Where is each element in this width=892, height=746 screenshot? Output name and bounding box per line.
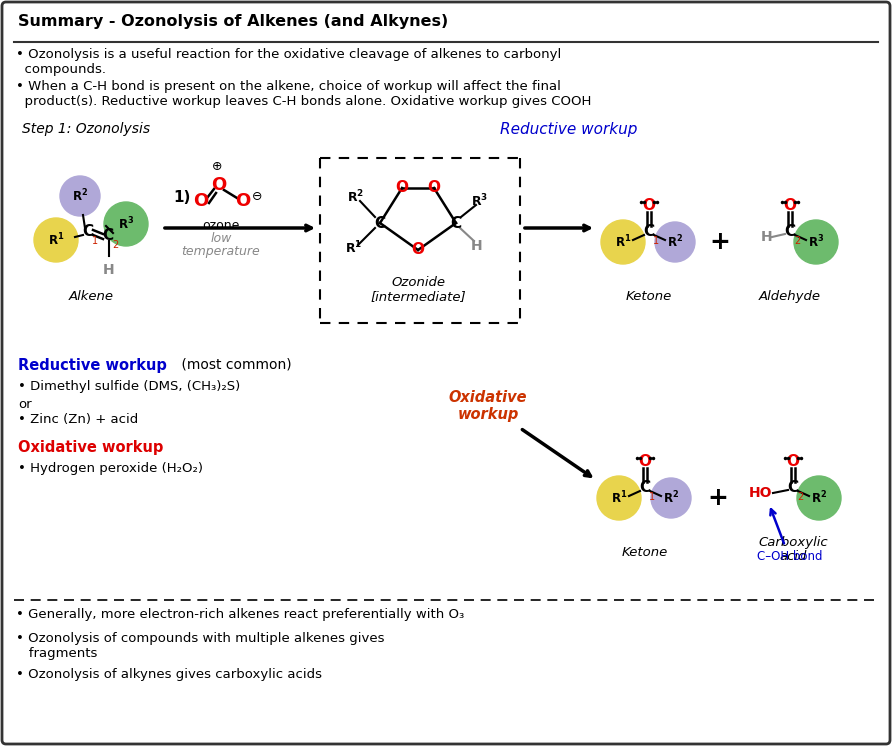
- Text: $\mathbf{R^1}$: $\mathbf{R^1}$: [611, 489, 627, 507]
- Text: • Ozonolysis of alkynes gives carboxylic acids: • Ozonolysis of alkynes gives carboxylic…: [16, 668, 322, 681]
- Text: $\mathbf{R^2}$: $\mathbf{R^2}$: [663, 489, 679, 507]
- Text: Carboxylic: Carboxylic: [758, 536, 828, 549]
- Text: [intermediate]: [intermediate]: [370, 290, 466, 303]
- Text: • Dimethyl sulfide (DMS, (CH₃)₂S): • Dimethyl sulfide (DMS, (CH₃)₂S): [18, 380, 240, 393]
- Text: C: C: [788, 480, 798, 495]
- Text: H: H: [103, 263, 115, 277]
- Text: C: C: [103, 228, 113, 243]
- Text: • Ozonolysis is a useful reaction for the oxidative cleavage of alkenes to carbo: • Ozonolysis is a useful reaction for th…: [16, 48, 561, 76]
- Text: • Ozonolysis of compounds with multiple alkenes gives
   fragments: • Ozonolysis of compounds with multiple …: [16, 632, 384, 660]
- Circle shape: [60, 176, 100, 216]
- Text: $\mathbf{R^2}$: $\mathbf{R^2}$: [348, 189, 365, 205]
- Text: $\mathbf{R^1}$: $\mathbf{R^1}$: [345, 239, 363, 257]
- Text: O: O: [783, 198, 797, 213]
- Circle shape: [34, 218, 78, 262]
- Text: Ketone: Ketone: [626, 290, 673, 303]
- Text: O: O: [395, 181, 409, 195]
- Text: O: O: [427, 181, 441, 195]
- Text: acid: acid: [780, 550, 806, 563]
- Text: HO: HO: [749, 486, 772, 500]
- Text: $\mathbf{R^2}$: $\mathbf{R^2}$: [667, 233, 683, 251]
- Text: Ketone: Ketone: [622, 546, 668, 559]
- Text: Summary - Ozonolysis of Alkenes (and Alkynes): Summary - Ozonolysis of Alkenes (and Alk…: [18, 14, 449, 29]
- Text: ⊕: ⊕: [211, 160, 222, 174]
- Text: 1: 1: [92, 236, 98, 246]
- Text: C: C: [375, 216, 385, 231]
- Text: O: O: [787, 454, 799, 469]
- Text: • When a C-H bond is present on the alkene, choice of workup will affect the fin: • When a C-H bond is present on the alke…: [16, 80, 591, 108]
- Text: 2: 2: [794, 236, 800, 246]
- Text: 1: 1: [653, 236, 659, 246]
- Text: O: O: [642, 198, 656, 213]
- Circle shape: [655, 222, 695, 262]
- Text: O: O: [194, 192, 209, 210]
- Text: +: +: [709, 230, 731, 254]
- Text: $\mathbf{R^3}$: $\mathbf{R^3}$: [808, 233, 824, 251]
- Text: C: C: [640, 480, 650, 495]
- Text: Alkene: Alkene: [69, 290, 113, 303]
- Text: $\mathbf{R^2}$: $\mathbf{R^2}$: [72, 188, 88, 204]
- Text: ⊖: ⊖: [252, 190, 262, 204]
- Text: ozone: ozone: [202, 219, 240, 232]
- Text: 2: 2: [797, 492, 803, 502]
- Circle shape: [597, 476, 641, 520]
- Text: $\mathbf{R^3}$: $\mathbf{R^3}$: [472, 192, 489, 210]
- Circle shape: [794, 220, 838, 264]
- Text: temperature: temperature: [182, 245, 260, 258]
- Text: $\mathbf{R^1}$: $\mathbf{R^1}$: [48, 232, 64, 248]
- Text: Oxidative
workup: Oxidative workup: [449, 390, 527, 422]
- Text: low: low: [211, 232, 232, 245]
- Text: O: O: [639, 454, 651, 469]
- Text: • Zinc (Zn) + acid: • Zinc (Zn) + acid: [18, 413, 138, 426]
- Circle shape: [651, 478, 691, 518]
- Text: C–OH bond: C–OH bond: [757, 550, 822, 563]
- Text: $\mathbf{R^2}$: $\mathbf{R^2}$: [811, 489, 827, 507]
- Text: 1: 1: [649, 492, 655, 502]
- Circle shape: [104, 202, 148, 246]
- Text: Ozonide: Ozonide: [391, 276, 445, 289]
- Text: or: or: [18, 398, 31, 411]
- Text: O: O: [411, 242, 425, 257]
- Text: H: H: [471, 239, 483, 253]
- Text: 2: 2: [112, 240, 118, 250]
- Text: $\mathbf{R^3}$: $\mathbf{R^3}$: [118, 216, 134, 232]
- Circle shape: [797, 476, 841, 520]
- Circle shape: [601, 220, 645, 264]
- Text: C: C: [82, 225, 94, 239]
- Text: O: O: [211, 176, 227, 194]
- Text: C: C: [643, 225, 655, 239]
- Text: H: H: [761, 230, 772, 244]
- Text: O: O: [235, 192, 251, 210]
- Text: Reductive workup: Reductive workup: [500, 122, 638, 137]
- Text: C: C: [784, 225, 796, 239]
- Text: C: C: [450, 216, 461, 231]
- Text: (most common): (most common): [177, 358, 292, 372]
- Text: • Generally, more electron-rich alkenes react preferentially with O₃: • Generally, more electron-rich alkenes …: [16, 608, 464, 621]
- Text: 1): 1): [173, 189, 190, 204]
- Text: Reductive workup: Reductive workup: [18, 358, 167, 373]
- Text: +: +: [707, 486, 729, 510]
- Text: Oxidative workup: Oxidative workup: [18, 440, 163, 455]
- Text: Aldehyde: Aldehyde: [759, 290, 821, 303]
- Text: $\mathbf{R^1}$: $\mathbf{R^1}$: [615, 233, 632, 251]
- Text: Step 1: Ozonolysis: Step 1: Ozonolysis: [22, 122, 150, 136]
- Text: • Hydrogen peroxide (H₂O₂): • Hydrogen peroxide (H₂O₂): [18, 462, 203, 475]
